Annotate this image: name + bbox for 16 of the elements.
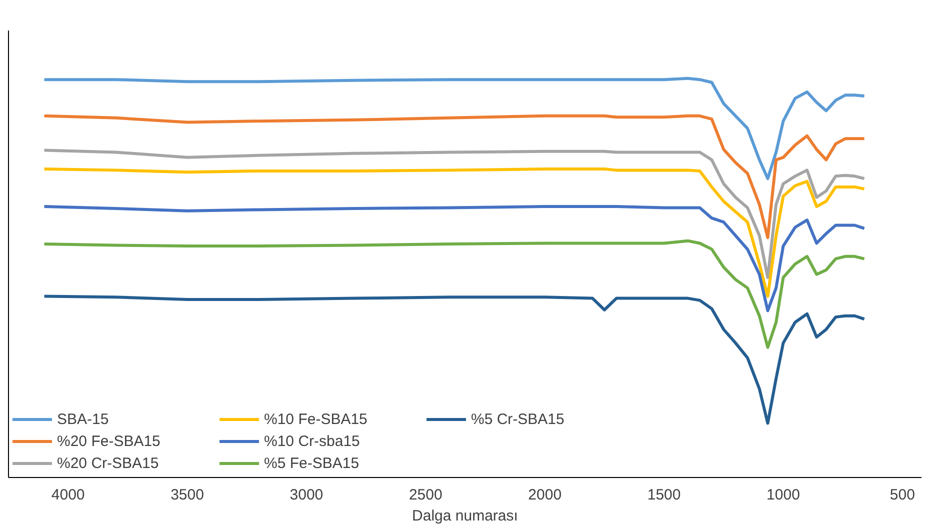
x-axis-title: Dalga numarası <box>412 508 518 524</box>
x-tick-label: 500 <box>890 486 915 504</box>
legend-label: SBA-15 <box>57 410 110 428</box>
x-tick-label: 4000 <box>51 486 85 504</box>
x-tick-label: 1500 <box>647 486 681 504</box>
legend-label: %5 Fe-SBA15 <box>264 454 360 472</box>
x-tick-label: 2000 <box>528 486 562 504</box>
legend-label: %10 Fe-SBA15 <box>264 410 368 428</box>
x-tick-label: 3000 <box>290 486 324 504</box>
legend-label: %5 Cr-SBA15 <box>471 410 566 428</box>
x-tick-label: 1000 <box>766 486 800 504</box>
legend-label: %20 Cr-SBA15 <box>57 454 160 472</box>
x-tick-label: 2500 <box>408 486 442 504</box>
legend-label: %10 Cr-sba15 <box>264 432 361 450</box>
legend-label: %20 Fe-SBA15 <box>57 432 162 450</box>
x-tick-label: 3500 <box>170 486 204 504</box>
